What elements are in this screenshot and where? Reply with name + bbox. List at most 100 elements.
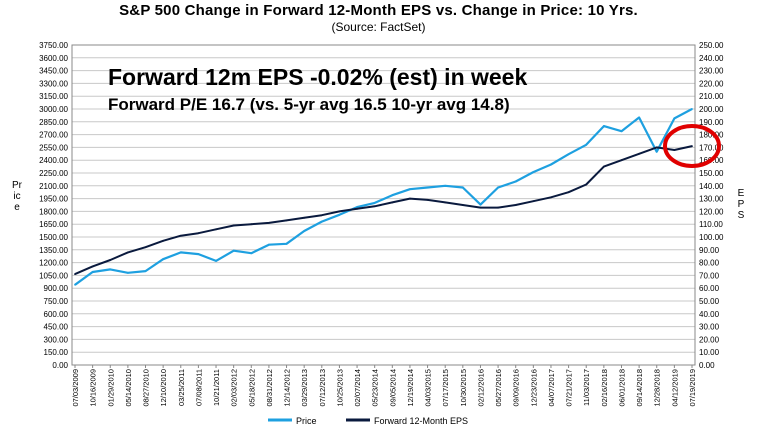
point-price xyxy=(497,186,499,189)
point-forward-12-month-eps xyxy=(567,191,570,194)
right-tick-label: 190.00 xyxy=(699,118,724,127)
right-tick-label: 170.00 xyxy=(699,143,724,152)
left-tick-label: 1350.00 xyxy=(39,246,68,255)
point-forward-12-month-eps xyxy=(303,216,306,219)
right-tick-label: 50.00 xyxy=(699,297,720,306)
point-price xyxy=(338,213,341,216)
left-tick-label: 3450.00 xyxy=(39,67,68,76)
point-forward-12-month-eps xyxy=(285,219,288,222)
right-tick-label: 100.00 xyxy=(699,233,724,242)
point-price xyxy=(638,116,641,119)
annotation-eps-week: Forward 12m EPS -0.02% (est) in week xyxy=(108,64,528,90)
point-forward-12-month-eps xyxy=(338,210,341,213)
point-forward-12-month-eps xyxy=(356,207,358,210)
highlight-circle xyxy=(663,124,721,168)
point-forward-12-month-eps xyxy=(497,206,499,209)
x-tick-label: 07/08/2011 xyxy=(194,369,203,406)
plot-frame xyxy=(71,44,696,366)
x-tick-label: 03/25/2011 xyxy=(177,369,186,406)
point-price xyxy=(567,153,570,156)
left-tick-label: 2250.00 xyxy=(39,169,68,178)
right-tick-label: 250.00 xyxy=(699,41,724,50)
x-tick-label: 08/31/2012 xyxy=(265,369,274,407)
point-price xyxy=(250,252,253,255)
x-tick-label: 10/30/2015 xyxy=(459,369,468,407)
point-forward-12-month-eps xyxy=(532,200,535,203)
point-price xyxy=(514,180,517,183)
x-tick-label: 09/09/2016 xyxy=(512,369,521,407)
x-tick-label: 12/10/2010 xyxy=(159,369,168,407)
right-tick-label: 80.00 xyxy=(699,259,720,268)
point-forward-12-month-eps xyxy=(215,228,217,231)
point-price xyxy=(655,150,658,153)
point-price xyxy=(162,258,165,261)
left-tick-label: 600.00 xyxy=(44,310,69,319)
x-tick-label: 01/29/2010 xyxy=(106,369,115,407)
point-price xyxy=(673,117,676,120)
point-forward-12-month-eps xyxy=(655,146,658,149)
series-line-price xyxy=(74,108,693,286)
point-price xyxy=(144,270,147,273)
left-tick-label: 1200.00 xyxy=(39,259,68,268)
x-tick-label: 03/29/2013 xyxy=(300,369,309,407)
left-tick-label: 2550.00 xyxy=(39,143,68,152)
x-tick-label: 05/23/2014 xyxy=(371,369,380,407)
legend-eps-label: Forward 12-Month EPS xyxy=(374,416,468,426)
right-tick-label: 40.00 xyxy=(699,310,720,319)
point-forward-12-month-eps xyxy=(232,224,235,227)
left-axis-label: Price xyxy=(12,180,22,213)
point-forward-12-month-eps xyxy=(197,232,200,235)
point-price xyxy=(426,186,429,189)
x-tick-label: 07/12/2013 xyxy=(318,369,327,407)
chart-subtitle: (Source: FactSet) xyxy=(331,20,426,34)
series-layer xyxy=(74,108,693,286)
left-tick-label: 900.00 xyxy=(44,284,69,293)
x-tick-label: 09/14/2018 xyxy=(635,369,644,407)
point-forward-12-month-eps xyxy=(479,206,482,209)
x-tick-label: 09/05/2014 xyxy=(388,369,397,407)
point-price xyxy=(409,188,411,191)
x-tick-label: 10/21/2011 xyxy=(212,369,221,406)
point-forward-12-month-eps xyxy=(320,214,323,217)
x-tick-label: 02/16/2018 xyxy=(600,369,609,407)
point-forward-12-month-eps xyxy=(444,201,447,204)
x-tick-label: 08/27/2010 xyxy=(142,369,151,407)
x-tick-label: 05/27/2016 xyxy=(494,369,503,407)
right-tick-label: 230.00 xyxy=(699,67,724,76)
point-price xyxy=(550,163,552,166)
point-price xyxy=(179,251,182,254)
point-price xyxy=(109,268,112,271)
left-tick-label: 3000.00 xyxy=(39,105,68,114)
point-price xyxy=(91,271,94,273)
point-price xyxy=(197,253,200,255)
grid-layer xyxy=(71,44,696,366)
point-price xyxy=(74,283,76,286)
point-forward-12-month-eps xyxy=(426,198,429,201)
point-price xyxy=(461,186,464,189)
series-line-forward-12-month-eps xyxy=(74,145,693,276)
legend: Price Forward 12-Month EPS xyxy=(268,416,468,426)
x-tick-label: 12/19/2014 xyxy=(406,369,415,407)
right-tick-label: 220.00 xyxy=(699,79,724,88)
right-tick-label: 140.00 xyxy=(699,182,724,191)
left-tick-label: 2700.00 xyxy=(39,131,68,140)
point-price xyxy=(268,243,270,246)
annotation-forward-pe: Forward P/E 16.7 (vs. 5-yr avg 16.5 10-y… xyxy=(108,95,510,114)
point-forward-12-month-eps xyxy=(162,239,165,242)
point-price xyxy=(691,108,693,110)
point-forward-12-month-eps xyxy=(673,149,676,151)
x-tick-label: 05/14/2010 xyxy=(124,369,133,407)
x-tick-label: 06/01/2018 xyxy=(617,369,626,407)
x-tick-label: 12/28/2018 xyxy=(653,369,662,407)
left-tick-label: 750.00 xyxy=(44,297,69,306)
x-tick-label: 11/03/2017 xyxy=(582,369,591,406)
x-tick-label: 02/07/2014 xyxy=(353,369,362,407)
point-price xyxy=(532,171,535,174)
point-price xyxy=(356,206,358,209)
left-tick-label: 450.00 xyxy=(44,323,69,332)
x-tick-label: 04/07/2017 xyxy=(547,369,556,407)
point-price xyxy=(215,259,217,262)
left-tick-label: 3150.00 xyxy=(39,92,68,101)
point-forward-12-month-eps xyxy=(179,234,182,237)
